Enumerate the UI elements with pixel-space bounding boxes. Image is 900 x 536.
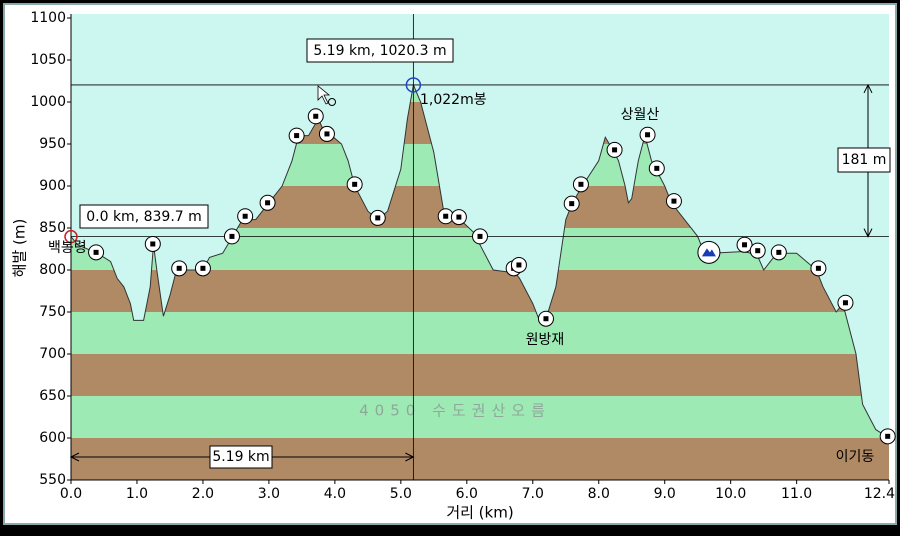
distance-box	[209, 445, 273, 469]
waypoint-icon	[701, 248, 716, 257]
x-tick-label: 8.0	[588, 486, 610, 502]
waypoint-icon	[176, 265, 182, 271]
waypoint-icon	[578, 181, 584, 187]
y-tick-label: 750	[39, 304, 66, 320]
waypoint-icon	[612, 147, 618, 153]
band	[71, 354, 889, 396]
x-tick-label: 3.0	[258, 486, 280, 502]
place-label: 1,022m봉	[420, 92, 487, 108]
height-box	[837, 147, 891, 173]
x-tick-label: 2.0	[192, 486, 214, 502]
waypoint-icon	[443, 213, 449, 219]
cursor-point	[405, 77, 422, 93]
place-label: 상월산	[621, 107, 660, 123]
waypoint-icon	[200, 265, 206, 271]
waypoint-icon	[294, 133, 300, 139]
y-tick-label: 950	[39, 136, 66, 152]
waypoint-icon	[885, 433, 891, 439]
band	[71, 396, 889, 438]
waypoint-icon	[313, 113, 319, 119]
reference-label: 0.0 km, 839.7 m	[86, 209, 202, 225]
x-tick-label: 10.0	[715, 486, 746, 502]
y-tick-label: 900	[39, 178, 66, 194]
waypoint-icon	[776, 249, 782, 255]
y-tick-label: 850	[39, 220, 66, 236]
y-tick-label: 600	[39, 430, 66, 446]
arrow-head	[863, 83, 873, 94]
waypoint-icon	[654, 165, 660, 171]
x-tick-label: 5.0	[390, 486, 412, 502]
y-tick-label: 1050	[30, 52, 66, 68]
arrow-head	[863, 228, 873, 238]
x-tick-label: 9.0	[654, 486, 676, 502]
x-tick-label: 7.0	[522, 486, 544, 502]
y-tick-label: 550	[39, 472, 66, 488]
y-tick-label: 1000	[30, 94, 66, 110]
waypoint-icon	[569, 201, 575, 207]
waypoint-icon	[516, 262, 522, 268]
reference-box	[79, 204, 209, 229]
waypoint-icon	[742, 242, 748, 248]
y-tick-label: 800	[39, 262, 66, 278]
x-tick-label: 0.0	[60, 486, 82, 502]
mouse-cursor	[317, 85, 331, 105]
waypoint-icon	[456, 214, 462, 220]
band	[71, 438, 889, 480]
band	[71, 270, 889, 312]
x-tick-label: 6.0	[456, 486, 478, 502]
x-tick-label: 11.0	[781, 486, 812, 502]
waypoint-icon	[543, 316, 549, 322]
waypoint-icon	[93, 249, 99, 255]
waypoint-icon	[477, 233, 483, 239]
x-tick-label: 12.4	[864, 486, 895, 502]
arrow-head	[69, 452, 80, 462]
cursor-label: 5.19 km, 1020.3 m	[313, 43, 446, 59]
waypoint-icon	[645, 132, 651, 138]
waypoint-icon	[842, 300, 848, 306]
place-label: 원방재	[526, 332, 565, 348]
x-axis-label: 거리 (km)	[446, 504, 513, 522]
y-axis-label: 해발 (m)	[11, 219, 29, 278]
waypoint-icon	[375, 215, 381, 221]
band	[71, 312, 889, 354]
watermark: 4050 수도권산오름	[359, 402, 551, 420]
waypoint-icon	[324, 131, 330, 137]
x-tick-label: 4.0	[324, 486, 346, 502]
waypoint-icon	[150, 241, 156, 247]
cursor-box	[306, 38, 454, 63]
waypoint-icon	[265, 200, 271, 206]
arrow-head	[405, 452, 415, 462]
place-label: 이기동	[836, 449, 875, 465]
reference-point	[64, 229, 78, 244]
x-tick-label: 1.0	[126, 486, 148, 502]
place-label: 백봉령	[48, 240, 87, 256]
waypoint-icon	[352, 181, 358, 187]
waypoint-icon	[815, 265, 821, 271]
waypoint-icon	[755, 248, 761, 254]
waypoint-icon	[229, 233, 235, 239]
cursor-target	[328, 98, 336, 106]
y-tick-label: 650	[39, 388, 66, 404]
height-diff-label: 181 m	[842, 152, 887, 168]
waypoint-icon	[242, 213, 248, 219]
distance-label: 5.19 km	[212, 449, 269, 465]
y-tick-label: 1100	[30, 10, 66, 26]
y-tick-label: 700	[39, 346, 66, 362]
waypoint-icon	[671, 198, 677, 204]
